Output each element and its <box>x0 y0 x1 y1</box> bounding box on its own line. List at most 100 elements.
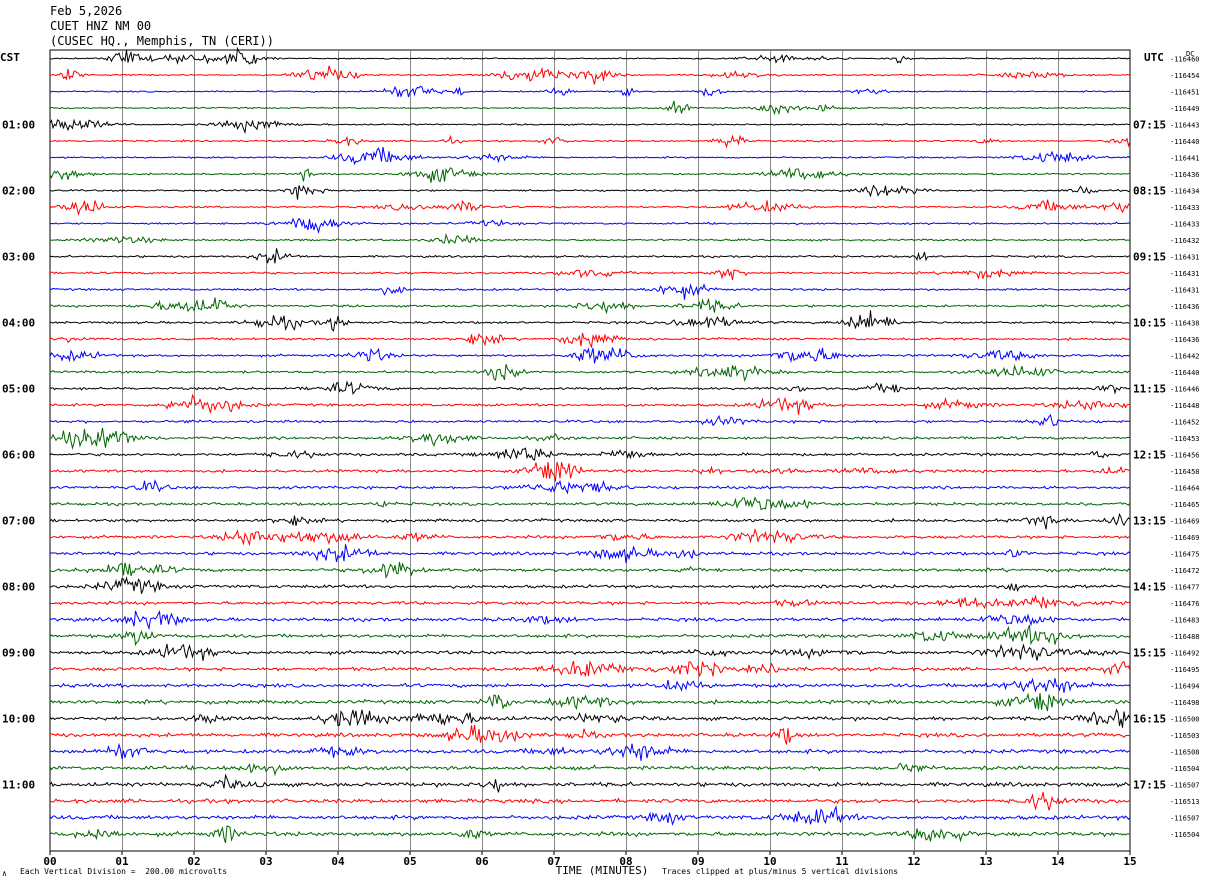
x-tick-label: 05 <box>403 855 416 868</box>
seismic-trace <box>49 248 1131 264</box>
seismic-trace <box>49 512 1131 530</box>
left-time-label: 05:00 <box>2 383 35 396</box>
x-tick-label: 14 <box>1051 855 1065 868</box>
trace-dc-label: -116449 <box>1170 105 1200 113</box>
seismic-trace <box>49 184 1131 200</box>
left-time-label: 07:00 <box>2 515 35 528</box>
seismic-trace <box>49 332 1130 349</box>
seismic-trace <box>49 692 1131 712</box>
seismic-trace <box>49 825 1131 844</box>
left-time-label: 10:00 <box>2 713 35 726</box>
left-time-label: 09:00 <box>2 647 35 660</box>
seismic-trace <box>49 65 1131 85</box>
seismic-trace <box>49 414 1131 427</box>
trace-dc-label: -116458 <box>1170 468 1200 476</box>
seismic-trace <box>49 297 1131 315</box>
right-time-label: 14:15 <box>1133 581 1166 594</box>
left-time-label: 03:00 <box>2 251 35 264</box>
right-time-label: 10:15 <box>1133 317 1166 330</box>
x-tick-label: 09 <box>691 855 704 868</box>
trace-dc-label: -116504 <box>1170 765 1200 773</box>
x-tick-label: 03 <box>259 855 272 868</box>
seismic-trace <box>49 527 1131 547</box>
trace-dc-label: -116475 <box>1170 551 1200 559</box>
x-tick-label: 13 <box>979 855 992 868</box>
trace-dc-label: -116431 <box>1170 254 1200 262</box>
left-time-label: 02:00 <box>2 185 35 198</box>
seismic-trace <box>50 310 1131 332</box>
seismic-trace <box>49 363 1131 382</box>
right-time-label: 09:15 <box>1133 251 1166 264</box>
seismic-trace <box>49 461 1131 482</box>
seismic-trace <box>49 146 1131 166</box>
seismic-trace <box>49 283 1131 300</box>
x-tick-label: 01 <box>115 855 129 868</box>
trace-dc-label: -116434 <box>1170 188 1200 196</box>
x-tick-label: 12 <box>907 855 920 868</box>
seismic-trace <box>49 762 1131 777</box>
right-time-label: 08:15 <box>1133 185 1166 198</box>
trace-dc-label: -116492 <box>1170 650 1200 658</box>
trace-dc-label: -116453 <box>1170 435 1200 443</box>
seismic-trace <box>49 643 1131 661</box>
right-time-label: 17:15 <box>1133 779 1166 792</box>
trace-dc-label: -116440 <box>1170 369 1200 377</box>
left-time-label: 01:00 <box>2 119 35 132</box>
trace-dc-label: -116442 <box>1170 353 1200 361</box>
station-code: CUET HNZ NM 00 <box>50 19 152 33</box>
left-time-label: 04:00 <box>2 317 35 330</box>
seismic-trace <box>49 100 1131 116</box>
trace-dc-label: -116500 <box>1170 716 1200 724</box>
trace-dc-label: -116436 <box>1170 303 1200 311</box>
x-tick-label: 11 <box>835 855 849 868</box>
station-location: (CUSEC HQ., Memphis, TN (CERI)) <box>50 34 274 48</box>
trace-dc-label: -116436 <box>1170 171 1200 179</box>
seismic-trace <box>49 427 1131 450</box>
x-tick-label: 04 <box>331 855 345 868</box>
trace-dc-label: -116446 <box>1170 386 1200 394</box>
trace-dc-label: -116508 <box>1170 749 1200 757</box>
trace-dc-label: -116498 <box>1170 699 1200 707</box>
seismic-trace <box>49 804 1131 826</box>
trace-dc-label: -116454 <box>1170 72 1200 80</box>
trace-dc-label: -116431 <box>1170 287 1200 295</box>
right-time-label: 13:15 <box>1133 515 1166 528</box>
trace-dc-label: -116433 <box>1170 204 1200 212</box>
trace-dc-label: -116483 <box>1170 617 1200 625</box>
trace-dc-label: -116476 <box>1170 600 1200 608</box>
left-time-label: 08:00 <box>2 581 35 594</box>
x-axis-title: TIME (MINUTES) <box>556 864 649 877</box>
trace-dc-label: -116507 <box>1170 815 1200 823</box>
trace-dc-label: -116452 <box>1170 419 1200 427</box>
x-tick-label: 06 <box>475 855 489 868</box>
trace-dc-label: -116469 <box>1170 518 1200 526</box>
seismic-trace <box>49 708 1131 728</box>
seismic-trace <box>49 199 1131 217</box>
trace-dc-label: -116451 <box>1170 89 1200 97</box>
trace-dc-label: -116436 <box>1170 336 1200 344</box>
trace-dc-label: -116441 <box>1170 155 1200 163</box>
right-time-label: 07:15 <box>1133 119 1166 132</box>
clip-note: Traces clipped at plus/minus 5 vertical … <box>662 867 899 876</box>
seismic-trace <box>49 594 1131 610</box>
trace-dc-label: -116438 <box>1170 320 1200 328</box>
trace-dc-label: -116495 <box>1170 666 1200 674</box>
trace-dc-label: -116464 <box>1170 485 1200 493</box>
seismic-trace <box>49 624 1131 647</box>
x-tick-label: 08 <box>619 855 632 868</box>
trace-dc-label: -116456 <box>1170 452 1200 460</box>
scale-note: Each Vertical Division = 200.00 microvol… <box>20 867 228 876</box>
trace-dc-label: -116448 <box>1170 402 1200 410</box>
right-time-label: 16:15 <box>1133 713 1166 726</box>
x-tick-label: 07 <box>547 855 560 868</box>
seismic-trace <box>49 447 1131 461</box>
seismic-trace <box>49 118 1131 135</box>
trace-dc-label: -116465 <box>1170 501 1200 509</box>
seismic-trace <box>49 660 1131 678</box>
seismic-trace <box>49 85 1131 98</box>
traces-group <box>49 46 1131 844</box>
seismic-trace <box>49 217 1131 234</box>
trace-dc-label: -116513 <box>1170 798 1200 806</box>
seismic-trace <box>49 134 1131 149</box>
